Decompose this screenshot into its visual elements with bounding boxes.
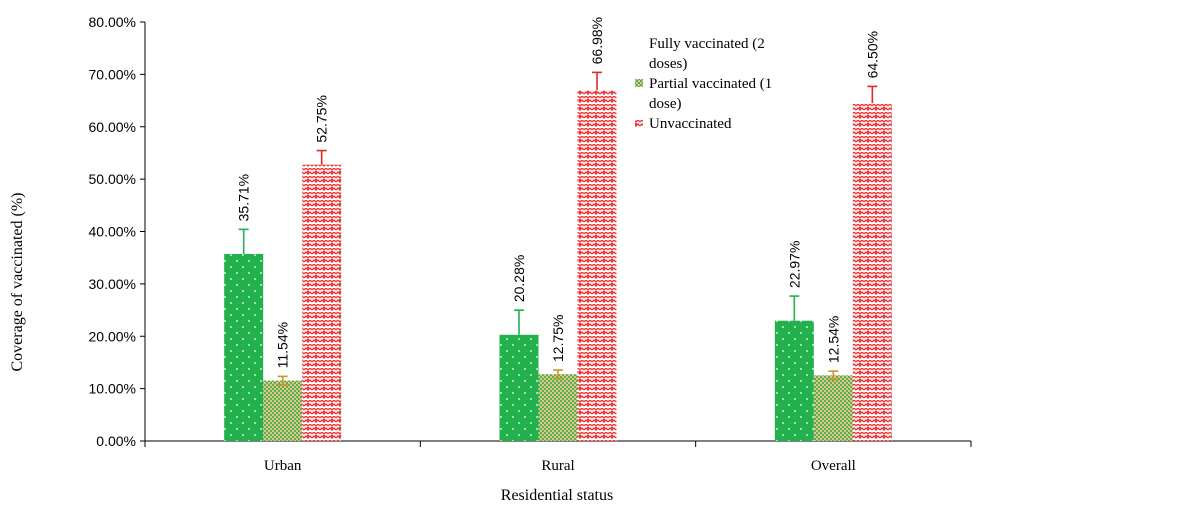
- x-tick-label: Overall: [811, 458, 856, 474]
- data-label: 64.50%: [864, 31, 880, 78]
- bar: [852, 103, 892, 442]
- y-tick-label: 40.00%: [89, 224, 136, 240]
- legend-label: Fully vaccinated (2: [649, 36, 765, 52]
- data-label: 12.75%: [550, 315, 566, 362]
- y-tick-label: 0.00%: [96, 433, 136, 449]
- data-label: 12.54%: [825, 316, 841, 363]
- legend-label: dose): [649, 96, 682, 112]
- legend-swatch: [635, 119, 643, 127]
- bar: [774, 320, 814, 441]
- y-tick-label: 80.00%: [89, 14, 136, 30]
- bar: [263, 380, 303, 441]
- y-tick-label: 20.00%: [89, 328, 136, 344]
- data-label: 20.28%: [511, 255, 527, 302]
- bar: [813, 375, 853, 441]
- y-tick-label: 10.00%: [89, 381, 136, 397]
- data-label: 35.71%: [236, 174, 252, 221]
- y-tick-label: 50.00%: [89, 171, 136, 187]
- labels-layer: 35.71% 11.54% 52.75% 20.28% 12.75% 66.98% 22.9…: [236, 17, 881, 368]
- legend-label: Unvaccinated: [649, 116, 732, 132]
- y-tick-label: 60.00%: [89, 119, 136, 135]
- legend-label: Partial vaccinated (1: [649, 76, 772, 92]
- bar: [499, 334, 539, 441]
- bar: [302, 164, 342, 442]
- y-tick-label: 70.00%: [89, 66, 136, 82]
- axes-layer: 0.00% 10.00% 20.00% 30.00% 40.00% 50.00% 60.00…: [89, 14, 972, 474]
- bar: [224, 253, 264, 441]
- legend-swatch: [635, 79, 643, 87]
- data-label: 52.75%: [314, 95, 330, 142]
- data-label: 11.54%: [275, 322, 291, 368]
- x-tick-label: Rural: [541, 458, 574, 474]
- data-label: 66.98%: [589, 17, 605, 64]
- bar: [577, 90, 617, 441]
- bar: [538, 374, 578, 441]
- x-tick-label: Urban: [264, 458, 302, 474]
- legend-label: doses): [649, 56, 687, 72]
- y-tick-label: 30.00%: [89, 276, 136, 292]
- legend: Fully vaccinated (2 doses) Partial vaccina…: [635, 36, 772, 132]
- y-axis-label: Coverage of vaccinated (%): [9, 192, 26, 371]
- data-label: 22.97%: [786, 241, 802, 288]
- bars-layer: [224, 71, 892, 442]
- x-axis-label: Residential status: [501, 487, 613, 504]
